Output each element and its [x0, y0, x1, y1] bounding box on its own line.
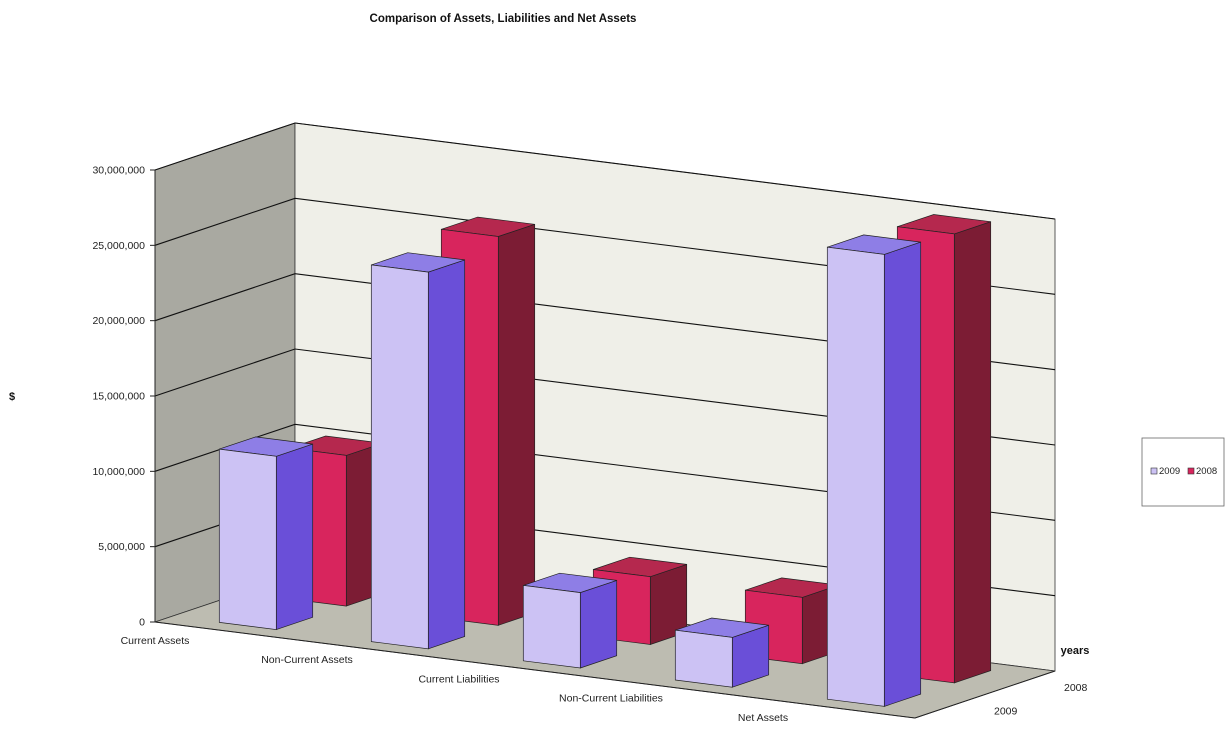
category-label: Current Assets — [121, 635, 190, 647]
y-tick-label: 20,000,000 — [92, 315, 145, 327]
depth-tick-label: 2008 — [1064, 682, 1088, 694]
x-axis-line — [154, 621, 916, 719]
depth-tick-labels: 2009 2008 — [994, 682, 1088, 718]
y-tick-label: 10,000,000 — [92, 466, 145, 478]
category-label: Current Liabilities — [418, 673, 499, 685]
y-axis-label: $ — [9, 391, 15, 403]
gridline — [154, 273, 1056, 371]
bars — [218, 214, 992, 707]
bar-2009-4 — [826, 234, 922, 707]
gridline — [154, 348, 1056, 446]
depth-axis-line — [914, 670, 1056, 719]
y-tick-label: 15,000,000 — [92, 391, 145, 403]
category-label: Non-Current Liabilities — [559, 693, 663, 705]
gridline — [154, 423, 1056, 521]
gridlines — [154, 122, 1056, 597]
bar-2009-0 — [218, 436, 314, 631]
category-label: Non-Current Assets — [261, 654, 353, 666]
depth-axis-label: years — [1061, 645, 1090, 657]
legend-swatch-2009 — [1150, 467, 1158, 475]
y-tick-label: 0 — [139, 617, 145, 629]
y-tick-label: 30,000,000 — [92, 165, 145, 177]
bar-2009-1 — [370, 252, 466, 650]
bar-2009-2 — [522, 572, 618, 669]
chart-title: Comparison of Assets, Liabilities and Ne… — [370, 13, 637, 25]
legend-swatch-2008 — [1187, 467, 1195, 475]
gridline — [154, 197, 1056, 295]
y-tick-labels: 0 5,000,000 10,000,000 15,000,000 20,000,000… — [92, 165, 155, 629]
y-tick-label: 25,000,000 — [92, 240, 145, 252]
legend-label-2008: 2008 — [1196, 466, 1217, 477]
depth-tick-label: 2009 — [994, 705, 1018, 717]
legend-label-2009: 2009 — [1159, 466, 1180, 477]
category-labels: Current Assets Non-Current Assets Current … — [121, 635, 789, 724]
bar-2009-3 — [674, 617, 770, 688]
y-tick-label: 5,000,000 — [98, 541, 145, 553]
category-label: Net Assets — [738, 712, 788, 724]
gridline — [154, 122, 1056, 220]
legend: 2009 2008 — [1141, 437, 1225, 507]
